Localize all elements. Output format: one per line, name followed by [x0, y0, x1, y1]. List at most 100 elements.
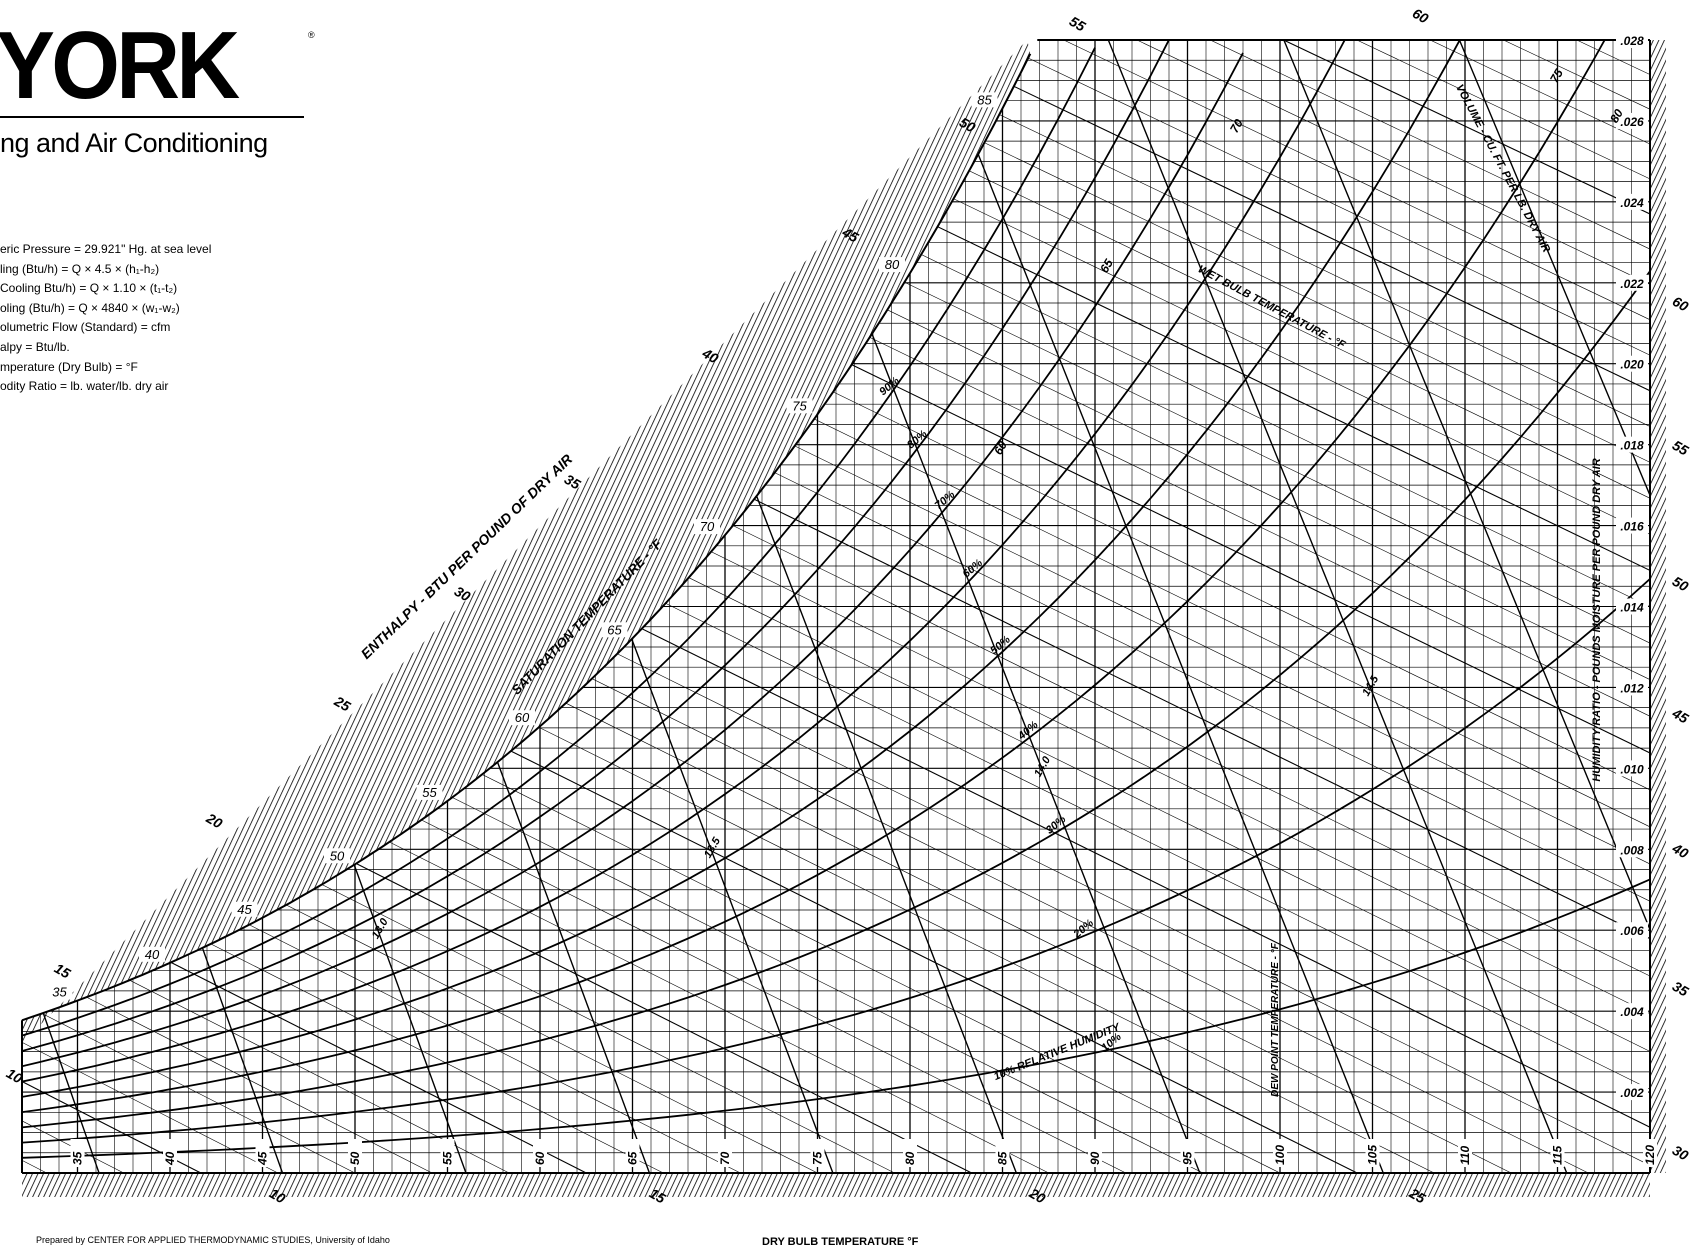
enthalpy-line [623, 40, 1650, 1173]
relative-humidity-curve [22, 52, 1244, 1068]
y-tick-label-bg [1616, 760, 1648, 777]
enthalpy-line [22, 40, 510, 1173]
y-tick-label: .010 [1620, 762, 1644, 776]
x-tick-label: 60 [533, 1151, 547, 1165]
x-tick-label: 75 [811, 1151, 825, 1165]
x-tick-label-bg [995, 1139, 1010, 1167]
y-tick-label: .012 [1620, 681, 1644, 695]
saturation-tick-bg [971, 92, 998, 108]
y-tick-label: .008 [1620, 843, 1644, 857]
x-tick-label-bg [903, 1139, 917, 1167]
enthalpy-outer-tick: 20 [203, 809, 226, 831]
specific-volume-line [1283, 40, 1650, 1173]
enthalpy-outer-tick: 50 [957, 114, 979, 136]
wet-bulb-axis-label: WET BULB TEMPERATURE - °F [1196, 263, 1347, 351]
relative-humidity-curve [22, 270, 1650, 1129]
enthalpy-line [22, 40, 1650, 1173]
x-tick-label-bg [810, 1139, 825, 1167]
x-tick-label-bg [625, 1139, 640, 1167]
saturation-tick-bg [786, 398, 813, 414]
saturation-tick: 75 [792, 398, 807, 413]
enthalpy-outer-tick: 35 [562, 471, 584, 493]
saturation-tick: 45 [237, 902, 252, 917]
enthalpy-line [990, 40, 1650, 1173]
specific-volume-line [22, 40, 100, 1173]
x-tick-label: 95 [1181, 1151, 1195, 1165]
y-tick-label-bg [1616, 1084, 1648, 1101]
x-tick-label: 70 [718, 1151, 732, 1165]
plot-lines [22, 40, 1650, 1173]
relative-humidity-curve [22, 40, 1355, 1083]
specific-volume-line [932, 40, 1384, 1173]
saturation-tick: 65 [607, 622, 622, 637]
x-tick-label: 90 [1088, 1151, 1102, 1165]
wet-bulb-mark: 65 [1097, 256, 1116, 275]
enthalpy-line [22, 40, 1650, 1173]
volume-mark: 14.0 [1032, 754, 1054, 779]
x-tick-label: 40 [163, 1151, 177, 1166]
x-tick-label-bg [533, 1139, 547, 1167]
enthalpy-outer-tick: 40 [699, 344, 722, 366]
formula-note: Cooling Btu/h) = Q × 1.10 × (t₁-t₂) [0, 281, 178, 296]
logo-rule [0, 116, 304, 118]
enthalpy-line [1210, 40, 1650, 1173]
y-tick-label-bg [1616, 517, 1648, 534]
x-tick-label-bg [255, 1139, 270, 1167]
enthalpy-bottom-tick: 25 [1406, 1184, 1429, 1206]
y-tick-label-bg [1616, 598, 1648, 615]
x-tick-label: 45 [256, 1151, 270, 1166]
enthalpy-line [22, 40, 279, 1173]
wet-bulb-mark: 60 [991, 438, 1010, 457]
y-tick-label: .006 [1620, 924, 1644, 938]
enthalpy-line [22, 40, 47, 1173]
saturation-tick-bg [231, 901, 258, 917]
relative-humidity-curve [22, 40, 1614, 1113]
enthalpy-line [22, 40, 202, 1173]
x-tick-label: 85 [996, 1151, 1010, 1165]
saturation-tick: 35 [52, 985, 67, 1000]
x-tick-label: 115 [1551, 1146, 1565, 1165]
enthalpy-scale-band [22, 40, 1031, 1043]
logo-tagline: ng and Air Conditioning [0, 128, 268, 158]
y-tick-label: .028 [1620, 34, 1644, 48]
x-tick-label-bg [348, 1139, 362, 1167]
x-tick-label: 120 [1643, 1145, 1657, 1165]
enthalpy-outer-tick: 15 [52, 960, 74, 982]
y-tick-label-bg [1616, 922, 1648, 939]
saturation-tick-bg [324, 848, 350, 864]
x-tick-label-bg [440, 1139, 455, 1167]
x-tick-label-bg [1088, 1139, 1102, 1167]
enthalpy-line [22, 40, 1049, 1173]
y-tick-label: .002 [1620, 1086, 1644, 1100]
relative-humidity-curve [22, 40, 1170, 1052]
saturation-tick: 60 [515, 710, 530, 725]
logo-wordmark: YORK [0, 12, 240, 119]
y-tick-label: .022 [1620, 277, 1644, 291]
y-tick-label: .016 [1620, 520, 1644, 534]
right-enthalpy-strip [1650, 40, 1666, 1173]
enthalpy-right-tick: 45 [1669, 704, 1691, 726]
formula-notes: eric Pressure = 29.921" Hg. at sea level… [0, 240, 211, 397]
enthalpy-line [22, 40, 124, 1173]
enthalpy-right-tick: 40 [1669, 839, 1691, 861]
enthalpy-outer-tick: 30 [452, 583, 474, 605]
x-tick-label-bg [163, 1139, 177, 1167]
enthalpy-line [22, 40, 895, 1173]
volume-mark: 13.0 [370, 916, 392, 941]
y-tick-label-bg [1616, 1003, 1648, 1020]
x-tick-label: 35 [71, 1151, 85, 1165]
y-tick-label: .024 [1620, 196, 1644, 210]
enthalpy-line [697, 40, 1650, 1173]
formula-note: mperature (Dry Bulb) = °F [0, 359, 138, 374]
enthalpy-right-tick: 50 [1670, 573, 1691, 595]
saturation-tick: 55 [422, 785, 437, 800]
enthalpy-outer-tick: 45 [839, 223, 862, 245]
y-tick-label: .020 [1620, 358, 1644, 372]
saturation-tick-bg [416, 784, 443, 800]
x-tick-label-bg [1365, 1139, 1380, 1167]
volume-axis-label: VOLUME - CU. FT. PER LB. DRY AIR [1453, 83, 1552, 255]
y-tick-label-bg [1616, 679, 1648, 696]
enthalpy-line [22, 40, 972, 1173]
saturation-tick-bg [509, 710, 535, 726]
